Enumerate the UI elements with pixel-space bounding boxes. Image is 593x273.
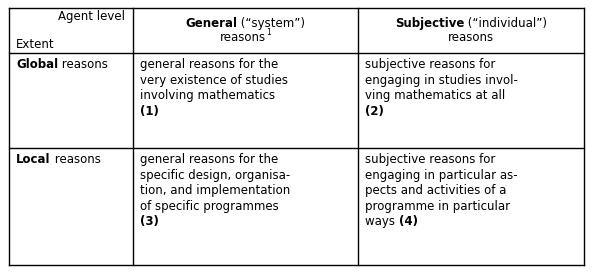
Text: Extent: Extent [16,38,55,51]
Text: (1): (1) [140,105,158,118]
Text: general reasons for the: general reasons for the [140,58,278,71]
Text: 1: 1 [266,28,271,37]
Text: subjective reasons for: subjective reasons for [365,153,496,166]
Text: Global: Global [16,58,58,71]
Text: (4): (4) [399,215,418,228]
Text: ving mathematics at all: ving mathematics at all [365,89,506,102]
Text: engaging in studies invol-: engaging in studies invol- [365,74,518,87]
Text: tion, and implementation: tion, and implementation [140,184,290,197]
Text: reasons: reasons [58,58,108,71]
Text: reasons: reasons [220,31,266,44]
Text: of specific programmes: of specific programmes [140,200,279,213]
Text: general reasons for the: general reasons for the [140,153,278,166]
Text: subjective reasons for: subjective reasons for [365,58,496,71]
Text: (3): (3) [140,215,158,228]
Text: Local: Local [16,153,50,166]
Text: (“system”): (“system”) [237,17,305,30]
Text: involving mathematics: involving mathematics [140,89,275,102]
Text: reasons: reasons [448,31,495,44]
Text: pects and activities of a: pects and activities of a [365,184,507,197]
Text: (2): (2) [365,105,384,118]
Text: very existence of studies: very existence of studies [140,74,288,87]
Text: programme in particular: programme in particular [365,200,511,213]
Text: Agent level: Agent level [59,10,126,23]
Text: (“individual”): (“individual”) [464,17,547,30]
Text: ways: ways [365,215,399,228]
Text: specific design, organisa-: specific design, organisa- [140,168,290,182]
Text: Subjective: Subjective [395,17,464,30]
Text: reasons: reasons [50,153,100,166]
Text: General: General [186,17,237,30]
Text: engaging in particular as-: engaging in particular as- [365,168,518,182]
